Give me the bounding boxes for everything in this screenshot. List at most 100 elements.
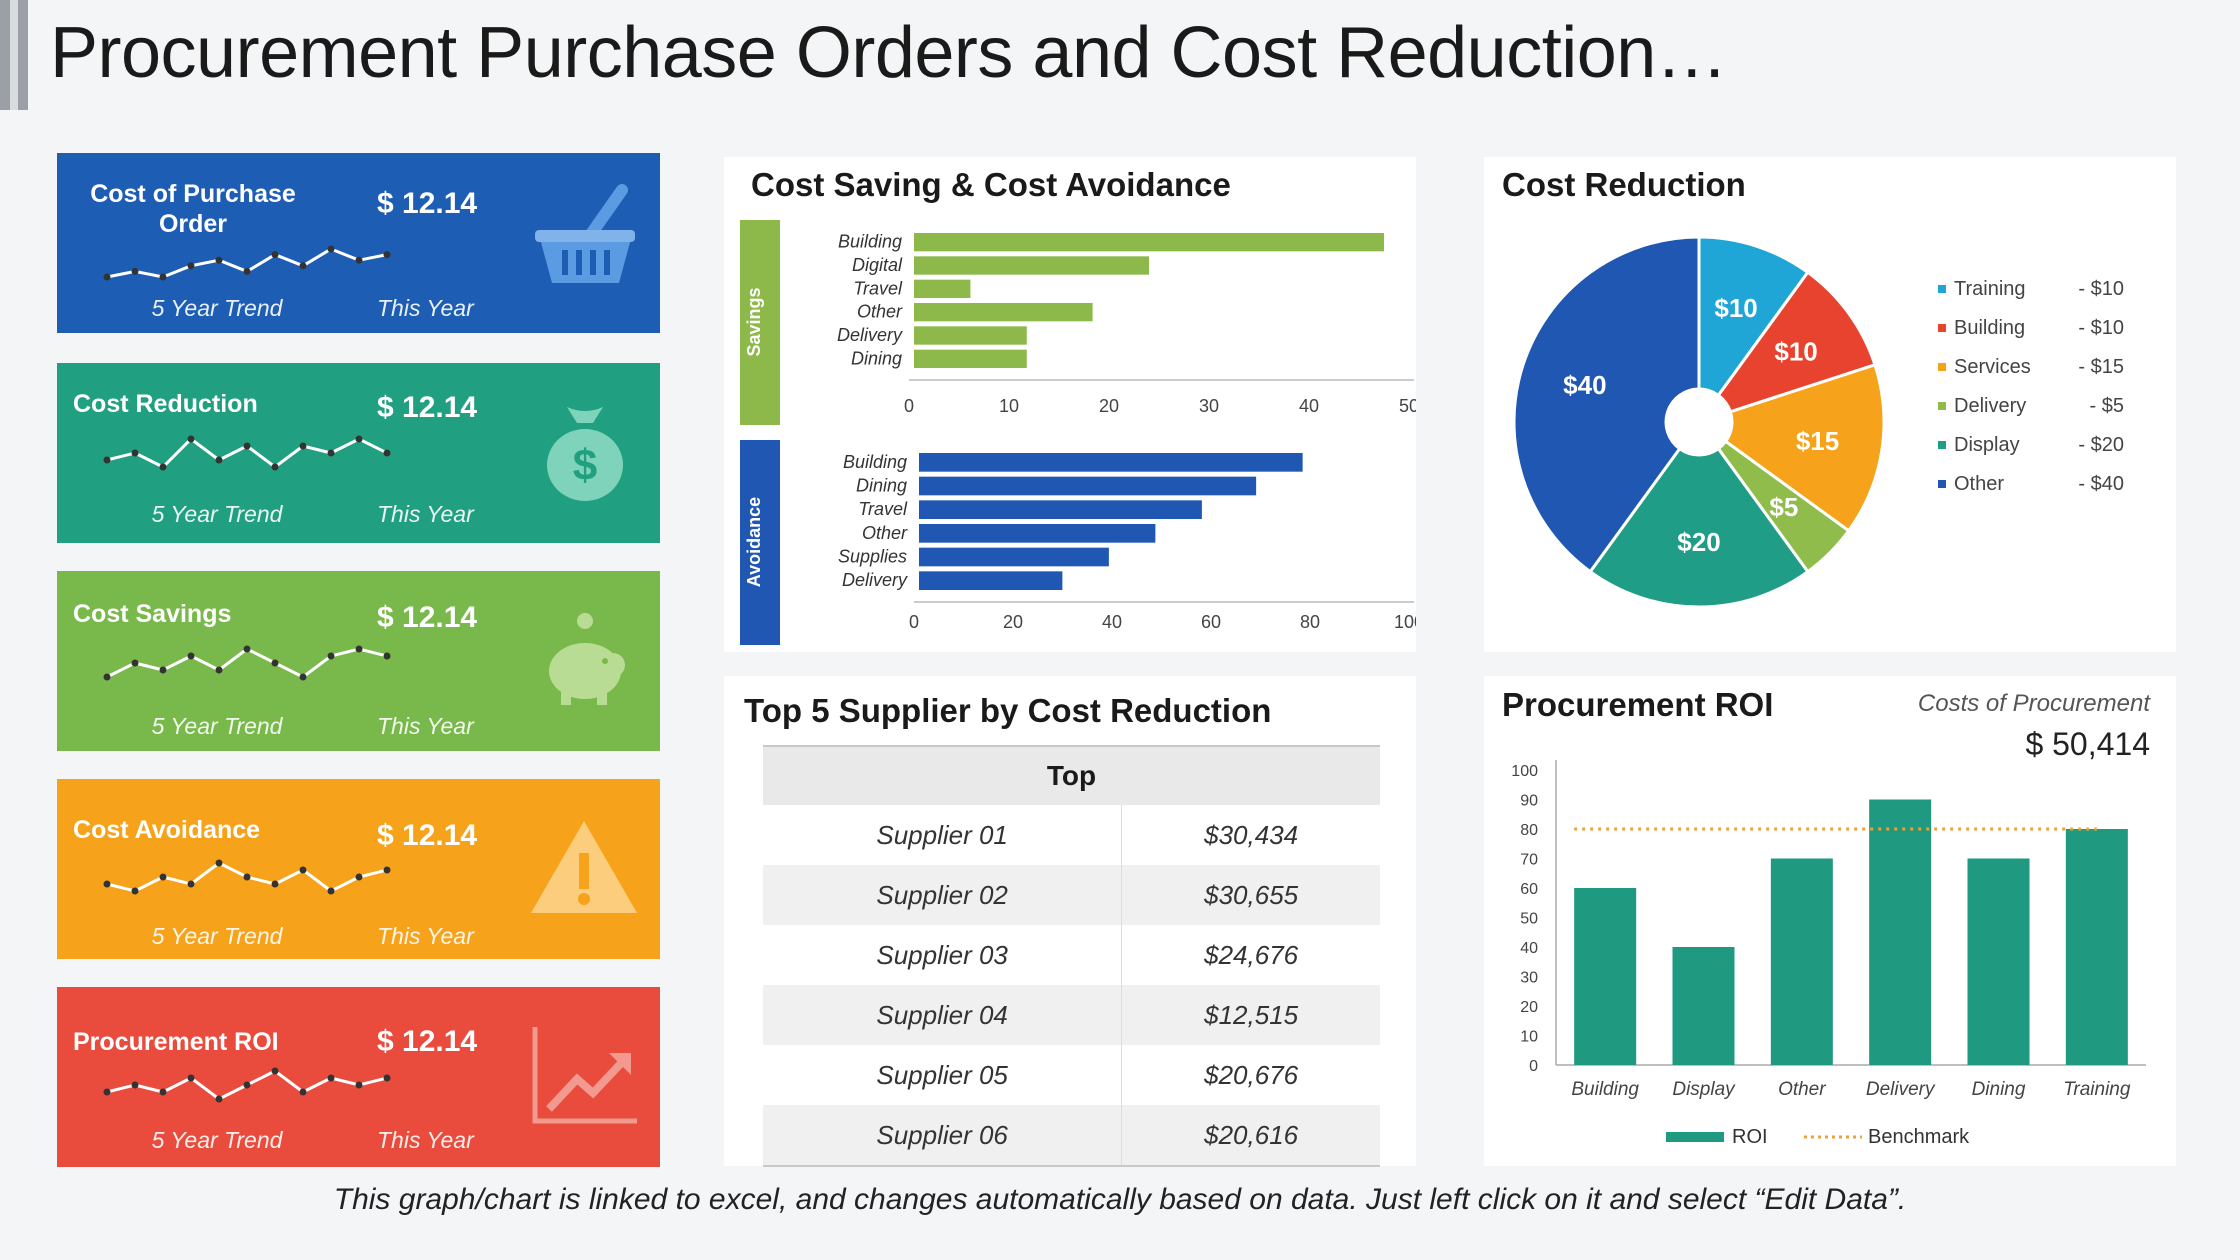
sparkline-point bbox=[383, 866, 391, 874]
sparkline-point bbox=[131, 449, 139, 457]
sparkline-point bbox=[159, 873, 167, 881]
kpi-trend-label: 5 Year Trend bbox=[151, 295, 283, 321]
slice-training bbox=[1697, 235, 1810, 398]
kpi-value: $ 12.14 bbox=[377, 391, 478, 424]
sparkline-point bbox=[271, 251, 279, 259]
x-tick-label: Display bbox=[1672, 1079, 1736, 1100]
sparkline-point bbox=[187, 262, 195, 270]
sparkline-point bbox=[103, 673, 111, 681]
table-row[interactable]: Supplier 02 $30,655 bbox=[763, 865, 1380, 925]
table-row[interactable]: Supplier 05 $20,676 bbox=[763, 1045, 1380, 1105]
bar-travel bbox=[919, 500, 1202, 519]
legend-swatch bbox=[1938, 480, 1946, 488]
legend-value: - $15 bbox=[2078, 356, 2124, 378]
slice-label: $15 bbox=[1796, 426, 1839, 456]
legend-label: Display bbox=[1954, 434, 2020, 456]
category-label: Dining bbox=[856, 476, 907, 496]
x-tick-label: 50 bbox=[1399, 396, 1416, 416]
y-tick-label: 70 bbox=[1520, 852, 1538, 869]
category-label: Travel bbox=[853, 278, 903, 298]
panel-title: Procurement ROI bbox=[1502, 686, 1774, 723]
sparkline-point bbox=[103, 273, 111, 281]
sparkline-point bbox=[383, 449, 391, 457]
sparkline-point bbox=[131, 659, 139, 667]
kpi-name: Procurement ROI bbox=[73, 1028, 279, 1056]
supplier-value: $24,676 bbox=[1204, 939, 1299, 970]
roi-bar-display bbox=[1672, 947, 1735, 1065]
legend-label: Other bbox=[1954, 473, 2004, 495]
kpi-card-cost-savings[interactable]: Cost Savings $ 12.14 5 Year Trend This Y… bbox=[57, 571, 660, 751]
sparkline-point bbox=[299, 866, 307, 874]
sparkline-point bbox=[243, 1081, 251, 1089]
kpi-card-cost-avoidance[interactable]: Cost Avoidance $ 12.14 5 Year Trend This… bbox=[57, 779, 660, 959]
category-label: Other bbox=[862, 523, 908, 543]
money-bag-icon: $ bbox=[547, 407, 623, 501]
kpi-name: Cost Reduction bbox=[73, 390, 258, 418]
legend-swatch bbox=[1938, 363, 1946, 371]
panel-title: Cost Reduction bbox=[1502, 166, 1746, 203]
x-tick-label: Dining bbox=[1972, 1079, 2026, 1100]
table-row[interactable]: Supplier 01 $30,434 bbox=[763, 805, 1380, 865]
roi-bar-training bbox=[2065, 829, 2128, 1065]
slice-label: $10 bbox=[1774, 336, 1817, 366]
legend-label-benchmark: Benchmark bbox=[1868, 1126, 1970, 1148]
supplier-value: $30,655 bbox=[1121, 865, 1380, 925]
x-tick-label: 20 bbox=[1003, 612, 1023, 632]
sparkline-point bbox=[355, 645, 363, 653]
warning-icon bbox=[531, 821, 637, 913]
y-tick-label: 10 bbox=[1520, 1029, 1538, 1046]
slice-services bbox=[1723, 362, 1886, 533]
cost-saving-avoidance-chart: Savings Avoidance Building Digital Travel O… bbox=[740, 220, 1416, 645]
sparkline-point bbox=[383, 251, 391, 259]
sparkline-point bbox=[215, 666, 223, 674]
x-tick-label: 80 bbox=[1300, 612, 1320, 632]
kpi-value: $ 12.14 bbox=[377, 187, 478, 220]
bar-delivery bbox=[914, 326, 1027, 345]
y-tick-label: 80 bbox=[1520, 822, 1538, 839]
sparkline-point bbox=[243, 645, 251, 653]
bar-dining bbox=[914, 349, 1027, 368]
kpi-trend-label: 5 Year Trend bbox=[151, 923, 283, 949]
category-label: Digital bbox=[852, 255, 903, 275]
supplier-value: $20,676 bbox=[1204, 1059, 1299, 1090]
bar-other bbox=[914, 303, 1093, 322]
x-tick-label: 0 bbox=[904, 396, 914, 416]
sparkline-point bbox=[271, 463, 279, 471]
kpi-card-cost-reduction[interactable]: Cost Reduction $ 12.14 5 Year Trend This… bbox=[57, 363, 660, 543]
legend-label: Delivery bbox=[1954, 395, 2026, 417]
legend-swatch-roi bbox=[1666, 1132, 1724, 1142]
sparkline-point bbox=[243, 873, 251, 881]
sparkline-point bbox=[103, 880, 111, 888]
bar-building bbox=[919, 453, 1303, 472]
bar-building bbox=[914, 233, 1384, 252]
roi-bar-dining bbox=[1967, 858, 2030, 1065]
kpi-period-label: This Year bbox=[377, 713, 474, 739]
sparkline-point bbox=[327, 449, 335, 457]
x-tick-label: 30 bbox=[1199, 396, 1219, 416]
sparkline-point bbox=[271, 1067, 279, 1075]
kpi-sparkline bbox=[103, 1067, 391, 1103]
legend-label: Building bbox=[1954, 317, 2025, 339]
sparkline-point bbox=[355, 1081, 363, 1089]
bar-supplies bbox=[919, 547, 1109, 567]
table-row[interactable]: Supplier 03 $24,676 bbox=[763, 925, 1380, 985]
table-row[interactable]: Supplier 06 $20,616 bbox=[763, 1105, 1380, 1167]
sparkline-point bbox=[299, 673, 307, 681]
page-title: Procurement Purchase Orders and Cost Red… bbox=[50, 13, 1728, 93]
shopping-basket-icon bbox=[535, 184, 635, 283]
category-label: Dining bbox=[851, 348, 902, 368]
x-tick-label: Training bbox=[2063, 1079, 2131, 1100]
table-row[interactable]: Supplier 04 $12,515 bbox=[763, 985, 1380, 1045]
x-tick-label: 40 bbox=[1102, 612, 1122, 632]
y-tick-label: 0 bbox=[1529, 1058, 1538, 1075]
legend-swatch bbox=[1938, 402, 1946, 410]
category-label: Travel bbox=[858, 499, 908, 519]
kpi-card-cost-of-purchase-order[interactable]: Cost of Purchase Order $ 12.14 5 Year Tr… bbox=[57, 153, 660, 333]
kpi-trend-label: 5 Year Trend bbox=[151, 1127, 283, 1153]
sparkline-point bbox=[383, 652, 391, 660]
legend-value: - $5 bbox=[2090, 395, 2124, 417]
category-label: Building bbox=[838, 232, 902, 252]
kpi-card-procurement-roi[interactable]: Procurement ROI $ 12.14 5 Year Trend Thi… bbox=[57, 987, 660, 1167]
category-label: Other bbox=[857, 302, 903, 322]
sparkline-point bbox=[299, 442, 307, 450]
